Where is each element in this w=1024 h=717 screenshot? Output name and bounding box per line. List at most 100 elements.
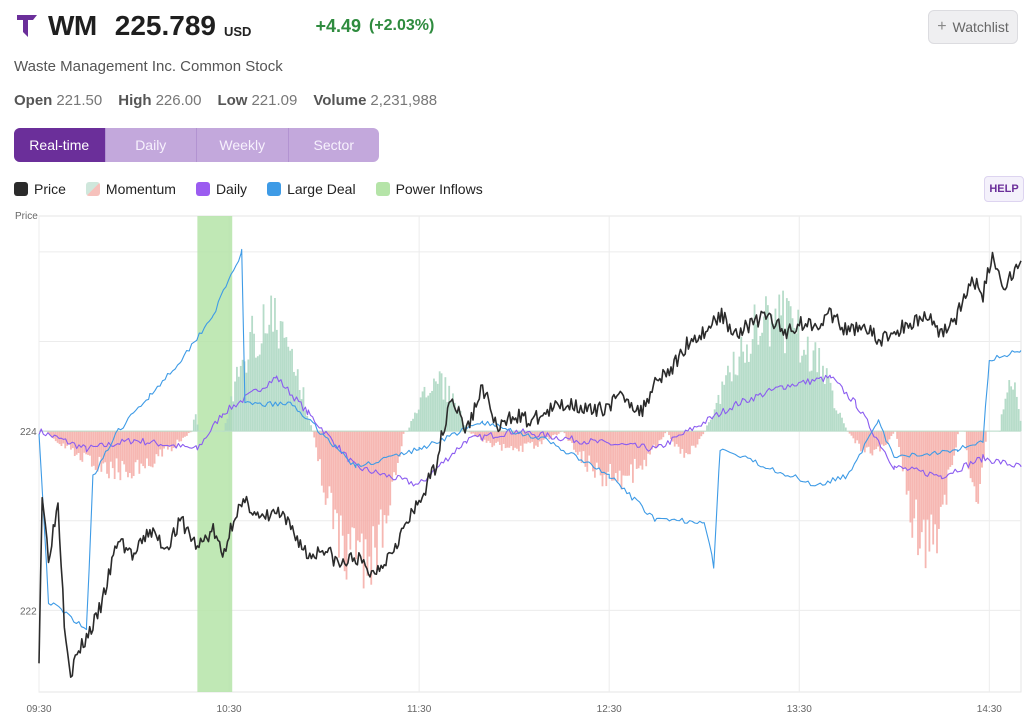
momentum-bar-negative <box>498 431 501 445</box>
momentum-bar-positive <box>421 391 424 432</box>
momentum-bar-positive <box>241 359 244 432</box>
momentum-bar-negative <box>609 431 611 464</box>
momentum-bar-negative <box>563 431 566 434</box>
momentum-bar-negative <box>497 431 499 442</box>
momentum-bar-positive <box>842 423 845 432</box>
momentum-bar-negative <box>144 431 146 469</box>
momentum-bar-positive <box>787 300 790 432</box>
momentum-bar-negative <box>905 431 908 495</box>
large-deal-line <box>38 248 1022 631</box>
momentum-bar-positive <box>797 309 800 432</box>
currency-label: USD <box>223 23 252 39</box>
logo-icon <box>17 15 37 37</box>
tab-sector[interactable]: Sector <box>287 128 380 162</box>
momentum-bar-negative <box>349 431 352 550</box>
momentum-bar-negative <box>476 431 478 437</box>
momentum-bar-negative <box>854 431 857 444</box>
momentum-bar-negative <box>941 431 944 505</box>
tab-real-time[interactable]: Real-time <box>14 128 105 162</box>
momentum-bar-negative <box>487 431 490 441</box>
momentum-bar-negative <box>517 431 520 452</box>
help-button[interactable]: HELP <box>984 176 1024 202</box>
momentum-bar-negative <box>180 431 183 442</box>
momentum-bar-negative <box>357 431 359 541</box>
momentum-bar-positive <box>728 372 731 432</box>
momentum-bar-negative <box>565 431 568 438</box>
momentum-bar-negative <box>886 431 889 444</box>
momentum-bar-negative <box>685 431 688 453</box>
momentum-bar-negative <box>694 431 697 448</box>
momentum-bar-positive <box>444 377 447 432</box>
momentum-bar-negative <box>953 431 956 456</box>
momentum-bar-negative <box>848 431 851 434</box>
price-line <box>38 251 1022 679</box>
price-chart[interactable]: Price 222 224 09:30 10:30 11:30 12:30 13:30 14:3… <box>0 205 1024 717</box>
momentum-bar-negative <box>119 431 122 481</box>
momentum-bar-positive <box>708 422 710 432</box>
legend-momentum[interactable]: Momentum <box>85 181 176 197</box>
momentum-bar-negative <box>899 431 902 457</box>
momentum-bar-negative <box>852 431 855 439</box>
momentum-bar-negative <box>130 431 133 479</box>
momentum-bar-positive <box>740 336 743 432</box>
momentum-bar-negative <box>320 431 323 486</box>
momentum-bar-negative <box>567 431 570 441</box>
momentum-bar-negative <box>969 431 972 479</box>
momentum-bar-negative <box>679 431 682 454</box>
tab-daily[interactable]: Daily <box>104 128 197 162</box>
power-inflows-swatch <box>375 182 390 196</box>
momentum-bar-positive <box>417 409 420 432</box>
momentum-bar-negative <box>381 431 384 548</box>
momentum-bar-negative <box>108 431 110 479</box>
legend-price[interactable]: Price <box>14 181 66 197</box>
momentum-bar-negative <box>504 431 507 449</box>
momentum-bar-positive <box>808 371 811 432</box>
momentum-bar-negative <box>83 431 86 453</box>
momentum-bar-negative <box>909 431 912 523</box>
momentum-bar-negative <box>328 431 331 487</box>
momentum-bar-negative <box>523 431 526 444</box>
momentum-bar-positive <box>766 305 769 432</box>
momentum-bar-negative <box>341 431 344 536</box>
momentum-bar-negative <box>550 431 553 439</box>
momentum-bar-negative <box>877 431 879 447</box>
momentum-bar-positive <box>279 321 282 432</box>
momentum-bar-positive <box>732 351 735 432</box>
momentum-bar-positive <box>725 375 727 432</box>
momentum-bar-positive <box>427 395 430 432</box>
momentum-bar-positive <box>262 304 265 432</box>
momentum-bar-negative <box>664 431 667 434</box>
momentum-bar-negative <box>901 431 904 472</box>
watchlist-button[interactable]: + Watchlist <box>928 10 1018 44</box>
momentum-bar-positive <box>459 410 462 432</box>
momentum-bar-positive <box>1012 389 1014 432</box>
momentum-bar-positive <box>423 386 426 432</box>
momentum-bar-positive <box>744 362 746 432</box>
momentum-bar-positive <box>801 355 803 432</box>
header: WM 225.789 USD +4.49 (+2.03%) <box>14 10 434 42</box>
momentum-bar-negative <box>481 431 484 442</box>
momentum-bar-negative <box>360 431 363 534</box>
momentum-bar-positive <box>723 384 726 432</box>
momentum-bar-positive <box>810 370 813 432</box>
tab-weekly[interactable]: Weekly <box>196 128 288 162</box>
momentum-bar-negative <box>671 431 674 442</box>
legend-power-inflows[interactable]: Power Inflows <box>375 181 483 197</box>
legend-large-deal[interactable]: Large Deal <box>267 181 356 197</box>
momentum-bar-negative <box>189 431 192 433</box>
momentum-bar-negative <box>861 431 864 450</box>
momentum-bar-negative <box>62 431 65 444</box>
momentum-bar-negative <box>149 431 152 467</box>
momentum-bar-negative <box>544 431 547 438</box>
x-tick-label: 11:30 <box>407 704 432 715</box>
legend-daily[interactable]: Daily <box>195 181 247 197</box>
momentum-bar-negative <box>936 431 938 554</box>
momentum-bar-negative <box>616 431 619 482</box>
momentum-bar-negative <box>474 431 477 437</box>
x-tick-label: 14:30 <box>977 704 1002 715</box>
momentum-bar-negative <box>628 431 630 476</box>
momentum-bar-positive <box>772 323 775 432</box>
momentum-bar-negative <box>317 431 319 462</box>
momentum-bar-positive <box>721 381 724 432</box>
momentum-bar-negative <box>127 431 129 478</box>
